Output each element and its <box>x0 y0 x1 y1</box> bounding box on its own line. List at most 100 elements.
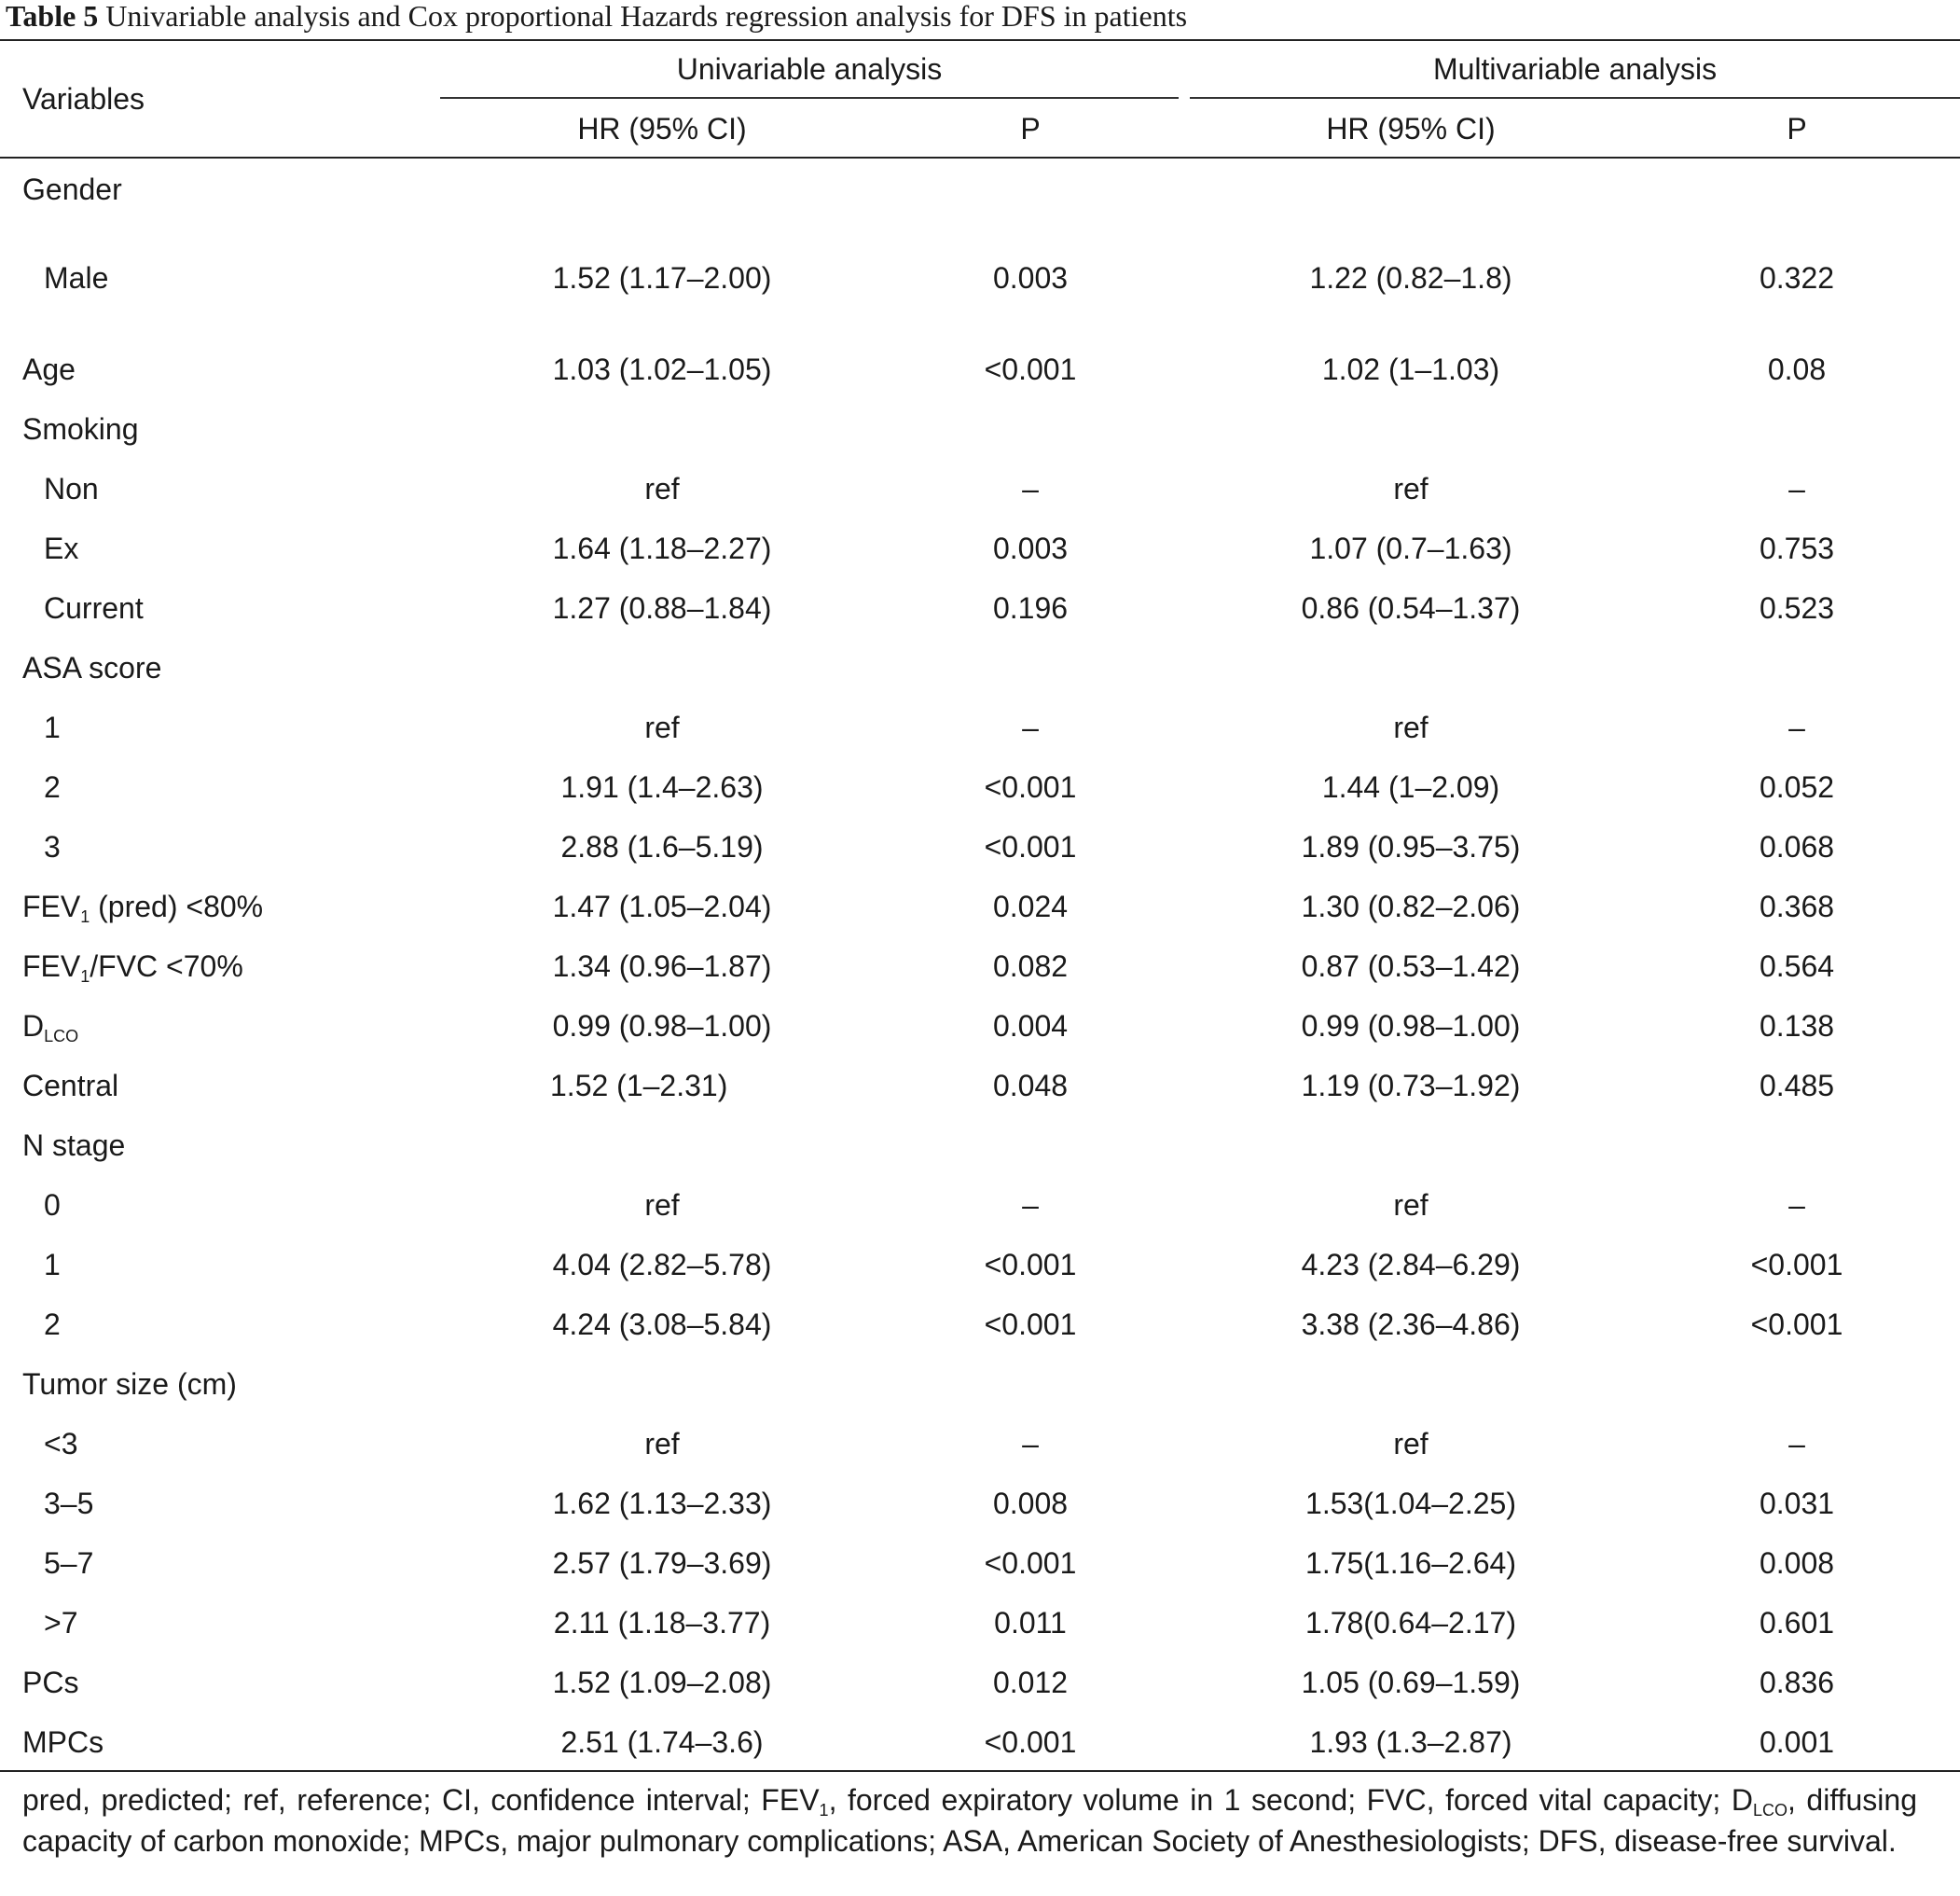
multi-hr-cell: 1.53(1.04–2.25) <box>1305 1487 1516 1520</box>
table-row: DLCO 0.99 (0.98–1.00) 0.004 0.99 (0.98–1… <box>0 996 1960 1056</box>
table-row: Gender <box>0 159 1960 219</box>
uni-hr-cell: ref <box>644 1188 680 1222</box>
uni-hr-cell: 0.99 (0.98–1.00) <box>552 1009 772 1043</box>
uni-p-cell: <0.001 <box>984 830 1077 864</box>
row-label: Current <box>44 591 144 625</box>
header-multi-p: P <box>1787 112 1807 145</box>
table-row: <3 ref – ref – <box>0 1414 1960 1474</box>
header-uni-hr: HR (95% CI) <box>577 112 747 145</box>
multi-p-cell: 0.068 <box>1759 830 1835 864</box>
multi-hr-cell: ref <box>1393 1188 1429 1222</box>
uni-p-cell: 0.082 <box>992 949 1069 983</box>
uni-p-cell: 0.196 <box>992 591 1069 625</box>
top-rule <box>0 39 1960 41</box>
uni-hr-cell: 1.34 (0.96–1.87) <box>552 949 772 983</box>
row-label: Non <box>44 472 99 505</box>
uni-hr-cell: 2.51 (1.74–3.6) <box>560 1725 764 1759</box>
row-label: Ex <box>44 532 79 565</box>
uni-hr-cell: 1.47 (1.05–2.04) <box>552 890 772 923</box>
multi-hr-cell: 1.44 (1–2.09) <box>1321 770 1500 804</box>
row-label: MPCs <box>22 1725 104 1759</box>
uni-p-cell: 0.024 <box>992 890 1069 923</box>
row-label: Central <box>22 1069 119 1102</box>
uni-hr-cell: 4.04 (2.82–5.78) <box>552 1248 772 1281</box>
multi-hr-cell: 1.30 (0.82–2.06) <box>1301 890 1521 923</box>
uni-p-cell: <0.001 <box>984 1725 1077 1759</box>
multi-hr-cell: ref <box>1393 472 1429 505</box>
uni-hr-cell: 4.24 (3.08–5.84) <box>552 1308 772 1341</box>
table-row: FEV1/FVC <70% 1.34 (0.96–1.87) 0.082 0.8… <box>0 936 1960 996</box>
uni-p-cell: 0.003 <box>992 532 1069 565</box>
table-row: Male 1.52 (1.17–2.00) 0.003 1.22 (0.82–1… <box>0 248 1960 308</box>
multi-hr-cell: 1.07 (0.7–1.63) <box>1309 532 1512 565</box>
uni-hr-cell: 1.64 (1.18–2.27) <box>552 532 772 565</box>
multi-hr-cell: ref <box>1393 1427 1429 1460</box>
row-label: Male <box>44 261 109 295</box>
table-row: MPCs 2.51 (1.74–3.6) <0.001 1.93 (1.3–2.… <box>0 1712 1960 1772</box>
uni-p-cell: <0.001 <box>984 353 1077 386</box>
row-label: 5–7 <box>44 1546 94 1580</box>
multi-p-cell: 0.008 <box>1759 1546 1835 1580</box>
table-bottom-rule <box>0 1770 1960 1772</box>
uni-hr-cell: 2.57 (1.79–3.69) <box>552 1546 772 1580</box>
table-row: 2 1.91 (1.4–2.63) <0.001 1.44 (1–2.09) 0… <box>0 757 1960 817</box>
table-row: Ex 1.64 (1.18–2.27) 0.003 1.07 (0.7–1.63… <box>0 519 1960 578</box>
table-row: 5–7 2.57 (1.79–3.69) <0.001 1.75(1.16–2.… <box>0 1533 1960 1593</box>
uni-p-cell: <0.001 <box>984 1248 1077 1281</box>
header-bottom-rule <box>0 157 1960 159</box>
uni-hr-cell: 2.11 (1.18–3.77) <box>553 1606 771 1640</box>
uni-p-cell: 0.012 <box>992 1666 1069 1699</box>
multi-p-cell: <0.001 <box>1750 1248 1843 1281</box>
table-row: 1 4.04 (2.82–5.78) <0.001 4.23 (2.84–6.2… <box>0 1235 1960 1294</box>
table-row: >7 2.11 (1.18–3.77) 0.011 1.78(0.64–2.17… <box>0 1593 1960 1653</box>
table-row: 3 2.88 (1.6–5.19) <0.001 1.89 (0.95–3.75… <box>0 817 1960 877</box>
uni-p-cell: <0.001 <box>984 770 1077 804</box>
multi-p-cell: – <box>1788 711 1805 744</box>
row-label: 3–5 <box>44 1487 94 1520</box>
row-label: FEV1/FVC <70% <box>22 949 243 986</box>
uni-p-cell: – <box>1022 472 1039 505</box>
uni-hr-cell: 1.52 (1.09–2.08) <box>552 1666 772 1699</box>
table-row: 3–5 1.62 (1.13–2.33) 0.008 1.53(1.04–2.2… <box>0 1474 1960 1533</box>
row-label: DLCO <box>22 1009 79 1045</box>
table-row: FEV1 (pred) <80% 1.47 (1.05–2.04) 0.024 … <box>0 877 1960 936</box>
header-multivariable: Multivariable analysis <box>1432 52 1718 86</box>
table-row: Smoking <box>0 399 1960 459</box>
table-row: PCs 1.52 (1.09–2.08) 0.012 1.05 (0.69–1.… <box>0 1653 1960 1712</box>
multi-p-cell: 0.052 <box>1759 770 1835 804</box>
multi-hr-cell: 1.05 (0.69–1.59) <box>1301 1666 1521 1699</box>
header-variables: Variables <box>22 82 145 116</box>
table-label: Table 5 <box>6 0 99 33</box>
table-row: Age 1.03 (1.02–1.05) <0.001 1.02 (1–1.03… <box>0 339 1960 399</box>
uni-hr-cell: 1.03 (1.02–1.05) <box>552 353 772 386</box>
row-label: FEV1 (pred) <80% <box>22 890 264 926</box>
row-label: 1 <box>44 1248 61 1281</box>
multi-hr-cell: 1.75(1.16–2.64) <box>1305 1546 1516 1580</box>
multi-p-cell: 0.08 <box>1767 353 1827 386</box>
multi-p-cell: 0.485 <box>1759 1069 1835 1102</box>
multi-hr-cell: 0.86 (0.54–1.37) <box>1301 591 1521 625</box>
uni-p-cell: – <box>1022 711 1039 744</box>
multi-hr-cell: 1.89 (0.95–3.75) <box>1301 830 1521 864</box>
uni-hr-cell: 1.27 (0.88–1.84) <box>552 591 772 625</box>
table-caption: Table 5 Univariable analysis and Cox pro… <box>6 0 1187 32</box>
uni-p-cell: <0.001 <box>984 1308 1077 1341</box>
row-label: Age <box>22 353 76 386</box>
multi-p-cell: 0.138 <box>1759 1009 1835 1043</box>
multi-hr-cell: 0.99 (0.98–1.00) <box>1301 1009 1521 1043</box>
multi-hr-cell: 1.02 (1–1.03) <box>1321 353 1500 386</box>
uni-hr-cell: 1.91 (1.4–2.63) <box>560 770 764 804</box>
row-label: ASA score <box>22 651 162 685</box>
multi-hr-cell: 0.87 (0.53–1.42) <box>1301 949 1521 983</box>
header-uni-p: P <box>1020 112 1041 145</box>
row-label: PCs <box>22 1666 79 1699</box>
uni-hr-cell: ref <box>644 1427 680 1460</box>
table-row: ASA score <box>0 638 1960 698</box>
multi-hr-cell: 1.93 (1.3–2.87) <box>1309 1725 1512 1759</box>
multi-p-cell: 0.368 <box>1759 890 1835 923</box>
uni-hr-cell: 1.52 (1.17–2.00) <box>552 261 772 295</box>
header-univariable: Univariable analysis <box>676 52 943 86</box>
multi-p-cell: <0.001 <box>1750 1308 1843 1341</box>
table-row: Central 1.52 (1–2.31) 0.048 1.19 (0.73–1… <box>0 1056 1960 1115</box>
multi-hr-cell: 1.19 (0.73–1.92) <box>1301 1069 1521 1102</box>
